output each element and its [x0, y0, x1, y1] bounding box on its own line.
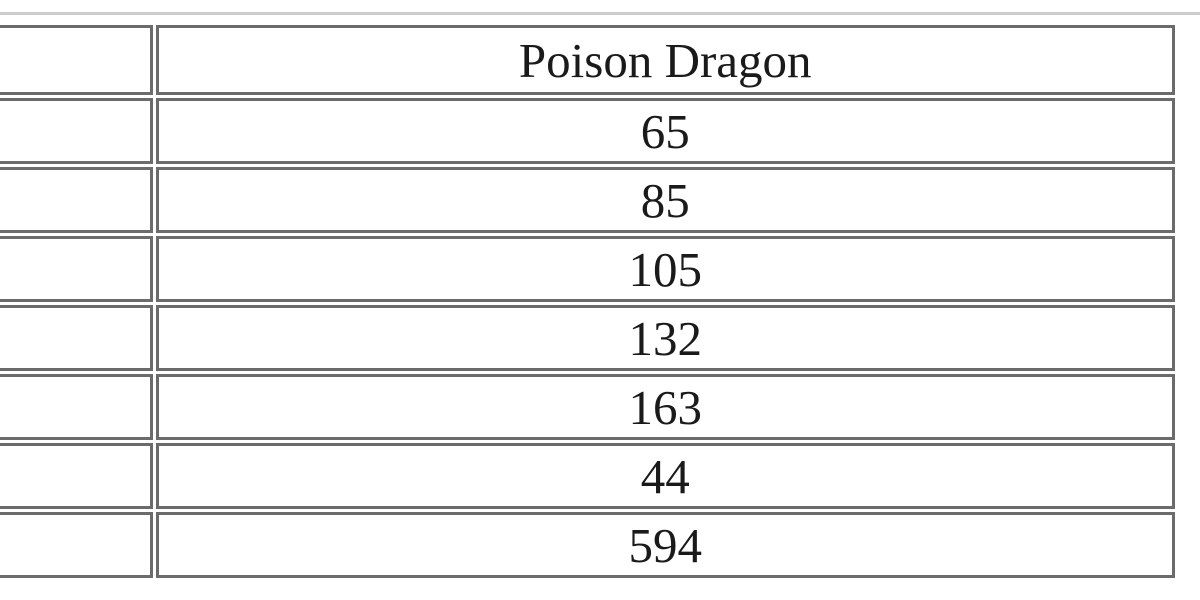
column-header-poison-dragon: Poison Dragon	[155, 25, 1175, 95]
table-header-row: Poison Dragon	[0, 25, 1175, 95]
stats-table: Poison Dragon 65 85 105 132 163	[0, 22, 1178, 581]
row-label-cell	[0, 98, 153, 164]
row-value-cell: 65	[155, 98, 1175, 164]
row-label-cell	[0, 305, 153, 371]
table-row: 65	[0, 98, 1175, 164]
table-row: 105	[0, 236, 1175, 302]
row-value-cell: 594	[155, 512, 1175, 578]
row-value-cell: 163	[155, 374, 1175, 440]
table-row: 44	[0, 443, 1175, 509]
row-label-cell	[0, 443, 153, 509]
table-row: 594	[0, 512, 1175, 578]
row-label-cell	[0, 236, 153, 302]
row-value-cell: 85	[155, 167, 1175, 233]
table-row: 132	[0, 305, 1175, 371]
horizontal-rule	[0, 12, 1200, 15]
row-value-cell: 105	[155, 236, 1175, 302]
row-value-cell: 132	[155, 305, 1175, 371]
table-row: 163	[0, 374, 1175, 440]
row-label-cell	[0, 167, 153, 233]
header-label-cell	[0, 25, 153, 95]
row-label-cell	[0, 512, 153, 578]
table-row: 85	[0, 167, 1175, 233]
row-value-cell: 44	[155, 443, 1175, 509]
row-label-cell	[0, 374, 153, 440]
